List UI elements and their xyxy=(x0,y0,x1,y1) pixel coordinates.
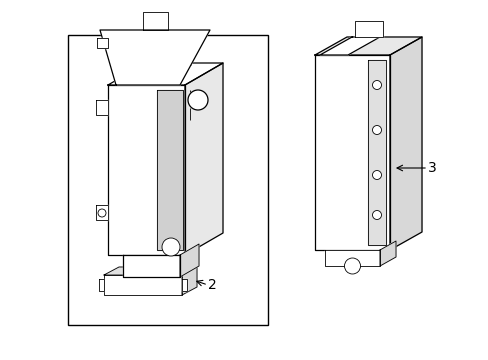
Polygon shape xyxy=(96,205,108,220)
Polygon shape xyxy=(96,100,108,115)
Polygon shape xyxy=(123,255,180,277)
Polygon shape xyxy=(319,37,379,55)
Circle shape xyxy=(372,211,381,220)
Circle shape xyxy=(372,81,381,90)
Polygon shape xyxy=(182,267,197,295)
Bar xyxy=(68,35,267,325)
Polygon shape xyxy=(100,30,209,85)
Polygon shape xyxy=(104,275,182,295)
Polygon shape xyxy=(142,12,167,30)
Polygon shape xyxy=(354,21,382,37)
Polygon shape xyxy=(157,90,183,250)
Circle shape xyxy=(187,90,207,110)
Polygon shape xyxy=(182,279,186,291)
Circle shape xyxy=(372,126,381,135)
Polygon shape xyxy=(104,267,197,275)
Text: 3: 3 xyxy=(427,161,436,175)
Circle shape xyxy=(162,238,180,256)
Polygon shape xyxy=(99,279,104,291)
Polygon shape xyxy=(97,38,108,48)
Text: 2: 2 xyxy=(207,278,216,292)
Circle shape xyxy=(98,209,106,217)
Polygon shape xyxy=(389,37,421,250)
Polygon shape xyxy=(325,250,379,266)
Polygon shape xyxy=(180,244,199,277)
Polygon shape xyxy=(184,63,223,255)
Polygon shape xyxy=(314,55,389,250)
Polygon shape xyxy=(379,241,395,266)
Polygon shape xyxy=(108,63,223,85)
Circle shape xyxy=(372,171,381,180)
Circle shape xyxy=(344,258,360,274)
Polygon shape xyxy=(108,85,184,255)
Polygon shape xyxy=(367,60,385,245)
Text: 1: 1 xyxy=(158,11,167,25)
Polygon shape xyxy=(314,37,421,55)
